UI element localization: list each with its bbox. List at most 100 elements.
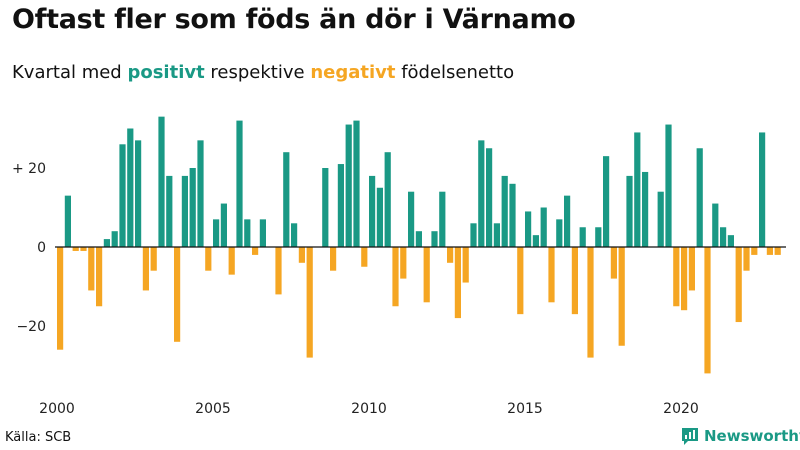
bar (408, 191, 415, 247)
source-note: Källa: SCB (5, 430, 72, 445)
bar (595, 227, 602, 247)
bar (400, 247, 407, 279)
bar (610, 247, 617, 279)
bar (603, 156, 610, 247)
bar (423, 247, 430, 303)
bar (759, 132, 766, 247)
bar (96, 247, 103, 307)
bar (618, 247, 625, 346)
bar (447, 247, 454, 263)
subtitle-positive-word: positivt (127, 62, 205, 83)
bar (205, 247, 212, 271)
chart-title: Oftast fler som föds än dör i Värnamo (12, 4, 576, 35)
bar (532, 235, 539, 247)
bar (166, 175, 173, 247)
bar (431, 231, 438, 247)
bar (64, 195, 71, 247)
bar (626, 175, 633, 247)
bar (88, 247, 95, 291)
bar (462, 247, 469, 283)
bar (556, 219, 563, 247)
bar (275, 247, 282, 295)
brand-logo: Newsworthy (680, 426, 800, 446)
subtitle-negative-word: negativt (310, 62, 396, 83)
bar (345, 124, 352, 247)
bar (150, 247, 157, 271)
newsworthy-logo-icon (682, 428, 698, 445)
bar (587, 247, 594, 358)
bar (509, 183, 516, 247)
bar (244, 219, 251, 247)
bar (486, 148, 493, 247)
bar (673, 247, 680, 307)
bar (415, 231, 422, 247)
x-tick-label: 2005 (195, 401, 231, 417)
bar (571, 247, 578, 315)
bar (174, 247, 181, 342)
bar (80, 247, 87, 251)
bar (259, 219, 266, 247)
bar (727, 235, 734, 247)
bar (376, 187, 383, 247)
bar (688, 247, 695, 291)
bar (252, 247, 259, 255)
y-tick-label: + 20 (12, 161, 46, 177)
y-tick-label: −20 (16, 319, 46, 335)
bar (454, 247, 461, 319)
bar (634, 132, 641, 247)
bar (291, 223, 298, 247)
bar (57, 247, 64, 350)
bar (197, 140, 204, 247)
bar (720, 227, 727, 247)
bar (735, 247, 742, 323)
bar (384, 152, 391, 247)
bar (127, 128, 134, 247)
bar (712, 203, 719, 247)
bar (330, 247, 337, 271)
bar (119, 144, 126, 247)
subtitle-middle: respektive (204, 62, 311, 83)
bar (111, 231, 118, 247)
bar (181, 175, 188, 247)
bar (158, 116, 165, 248)
bar (548, 247, 555, 303)
bar (743, 247, 750, 271)
bar (337, 164, 344, 247)
bar (564, 195, 571, 247)
bar (353, 120, 360, 247)
bar (369, 175, 376, 247)
bar (306, 247, 313, 358)
bar (696, 148, 703, 247)
bar (213, 219, 220, 247)
bar (493, 223, 500, 247)
subtitle-suffix: födelsenetto (395, 62, 515, 83)
bar (220, 203, 227, 247)
bar (657, 191, 664, 247)
bar (704, 247, 711, 374)
bar (751, 247, 758, 255)
bar (540, 207, 547, 247)
x-tick-label: 2020 (663, 401, 699, 417)
x-tick-label: 2010 (351, 401, 387, 417)
bar (298, 247, 305, 263)
x-tick-label: 2000 (39, 401, 75, 417)
bar (142, 247, 149, 291)
bar (236, 120, 243, 247)
bar (525, 211, 532, 247)
bar (579, 227, 586, 247)
chart-subtitle: Kvartal med positivt respektive negativt… (12, 62, 514, 83)
bar (478, 140, 485, 247)
bar (774, 247, 781, 255)
bar (517, 247, 524, 315)
bar (470, 223, 477, 247)
bar (103, 239, 110, 247)
y-tick-label: 0 (37, 240, 46, 256)
bar (665, 124, 672, 247)
bar (72, 247, 79, 251)
subtitle-prefix: Kvartal med (12, 62, 128, 83)
bar (392, 247, 399, 307)
bar (361, 247, 368, 267)
bar (189, 168, 196, 247)
bar (681, 247, 688, 311)
